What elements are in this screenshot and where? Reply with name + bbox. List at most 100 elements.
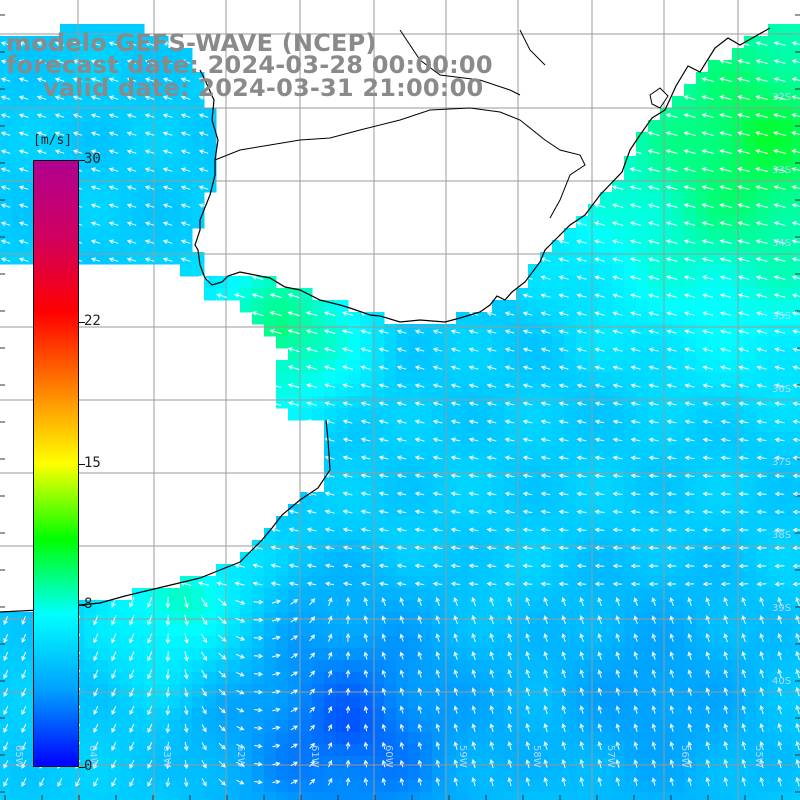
speed-cell <box>12 180 25 193</box>
wind-arrow <box>651 633 657 642</box>
wind-arrow <box>597 651 603 660</box>
speed-cell <box>720 780 733 793</box>
speed-cell <box>0 120 13 133</box>
longitude-label: 58W <box>531 745 542 768</box>
wind-arrow <box>18 113 29 118</box>
speed-cell <box>360 600 373 613</box>
speed-cell <box>492 516 505 529</box>
speed-cell <box>336 768 349 781</box>
wind-arrow <box>360 509 371 515</box>
speed-cell <box>648 624 661 637</box>
wind-arrow <box>719 275 732 280</box>
wind-arrow <box>290 599 299 605</box>
speed-cell <box>756 696 769 709</box>
speed-cell <box>120 768 133 781</box>
wind-arrow <box>345 723 351 732</box>
wind-arrow <box>254 743 263 749</box>
speed-cell <box>468 660 481 673</box>
speed-cell <box>672 420 685 433</box>
speed-cell <box>204 720 217 733</box>
speed-cell <box>624 708 637 721</box>
speed-cell <box>420 612 433 625</box>
speed-cell <box>528 492 541 505</box>
wind-arrow <box>0 149 11 154</box>
speed-cell <box>108 24 121 37</box>
speed-cell <box>528 636 541 649</box>
wind-arrow <box>507 723 513 733</box>
wind-arrow <box>558 545 569 551</box>
speed-cell <box>444 780 457 793</box>
wind-arrow <box>773 167 786 172</box>
wind-arrow <box>701 203 714 208</box>
wind-arrow <box>647 239 660 244</box>
speed-cell <box>384 420 397 433</box>
speed-cell <box>588 552 601 565</box>
wind-arrow <box>611 185 624 190</box>
wind-arrow <box>309 706 315 713</box>
speed-cell <box>144 792 157 800</box>
wind-arrow <box>253 599 264 605</box>
speed-cell <box>348 756 361 769</box>
wind-arrow <box>236 779 245 785</box>
speed-cell <box>792 132 800 145</box>
wind-arrow <box>594 473 605 479</box>
speed-cell <box>456 408 469 421</box>
speed-cell <box>156 660 169 673</box>
speed-cell <box>384 684 397 697</box>
speed-cell <box>12 48 25 61</box>
speed-cell <box>768 684 781 697</box>
speed-cell <box>672 372 685 385</box>
speed-cell <box>636 720 649 733</box>
speed-cell <box>432 732 445 745</box>
wind-arrow <box>647 293 660 298</box>
speed-cell <box>168 132 181 145</box>
speed-cell <box>708 720 721 733</box>
speed-cell <box>672 276 685 289</box>
wind-arrow <box>396 545 407 551</box>
speed-cell <box>672 516 685 529</box>
speed-cell <box>300 780 313 793</box>
speed-cell <box>24 108 37 121</box>
speed-cell <box>636 432 649 445</box>
wind-arrow <box>198 167 209 172</box>
wind-arrow <box>719 77 732 82</box>
wind-arrow <box>328 597 333 606</box>
speed-cell <box>780 756 793 769</box>
wind-arrow <box>144 149 155 154</box>
speed-cell <box>96 744 109 757</box>
wind-arrow <box>579 687 585 696</box>
speed-cell <box>708 492 721 505</box>
speed-cell <box>408 588 421 601</box>
speed-cell <box>444 408 457 421</box>
speed-cell <box>60 768 73 781</box>
wind-arrow <box>543 687 548 697</box>
speed-cell <box>792 480 800 493</box>
speed-cell <box>168 696 181 709</box>
speed-cell <box>744 780 757 793</box>
wind-arrow <box>723 651 728 661</box>
speed-cell <box>564 708 577 721</box>
speed-cell <box>132 744 145 757</box>
speed-cell <box>132 708 145 721</box>
wind-arrow <box>306 401 317 406</box>
speed-cell <box>168 636 181 649</box>
speed-cell <box>408 612 421 625</box>
wind-arrow <box>486 545 497 551</box>
speed-cell <box>588 516 601 529</box>
speed-cell <box>780 324 793 337</box>
wind-arrow <box>342 401 353 406</box>
wind-arrow <box>396 581 407 587</box>
speed-cell <box>336 504 349 517</box>
wind-arrow <box>684 347 695 352</box>
speed-cell <box>600 420 613 433</box>
wind-arrow <box>777 633 782 643</box>
speed-cell <box>636 324 649 337</box>
wind-arrow <box>271 617 282 623</box>
speed-cell <box>408 792 421 800</box>
wind-arrow <box>522 545 533 551</box>
speed-cell <box>564 744 577 757</box>
wind-arrow <box>129 651 135 662</box>
wind-arrow <box>755 293 768 298</box>
wind-arrow <box>489 669 495 678</box>
wind-arrow <box>615 705 621 714</box>
